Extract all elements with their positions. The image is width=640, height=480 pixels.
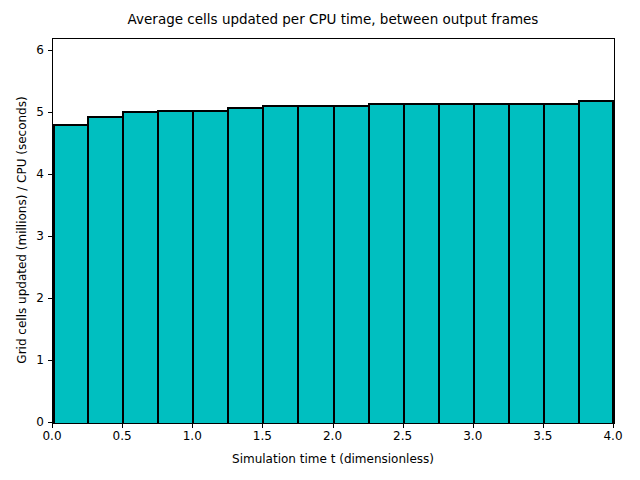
bar bbox=[123, 111, 158, 423]
x-tick-mark bbox=[333, 424, 334, 428]
bar-edge bbox=[262, 105, 264, 423]
x-tick-mark bbox=[403, 424, 404, 428]
bar-edge bbox=[612, 100, 614, 423]
y-tick-mark bbox=[48, 422, 52, 423]
x-tick-mark bbox=[262, 424, 263, 428]
bar bbox=[334, 105, 369, 423]
bar bbox=[509, 103, 544, 423]
bar bbox=[404, 103, 439, 423]
bar-edge bbox=[403, 103, 405, 423]
x-tick-label: 1.5 bbox=[244, 429, 280, 443]
y-tick-label: 0 bbox=[12, 415, 44, 429]
bar bbox=[193, 110, 228, 423]
bar-edge bbox=[192, 110, 194, 423]
x-tick-label: 3.5 bbox=[525, 429, 561, 443]
bar bbox=[579, 100, 614, 423]
x-tick-label: 1.0 bbox=[174, 429, 210, 443]
x-axis-label: Simulation time t (dimensionless) bbox=[52, 452, 614, 466]
bar bbox=[53, 124, 88, 423]
bar bbox=[88, 116, 123, 423]
plot-area bbox=[52, 38, 615, 424]
y-tick-mark bbox=[48, 236, 52, 237]
x-tick-label: 4.0 bbox=[595, 429, 631, 443]
x-tick-mark bbox=[122, 424, 123, 428]
bar-edge bbox=[578, 100, 580, 423]
x-tick-label: 2.0 bbox=[315, 429, 351, 443]
bar-edge bbox=[543, 103, 545, 423]
bar bbox=[369, 103, 404, 423]
bar-edge bbox=[473, 103, 475, 423]
bar bbox=[544, 103, 579, 423]
x-tick-label: 2.5 bbox=[385, 429, 421, 443]
x-tick-mark bbox=[613, 424, 614, 428]
x-tick-label: 0.0 bbox=[34, 429, 70, 443]
y-tick-mark bbox=[48, 50, 52, 51]
bar bbox=[298, 105, 333, 423]
y-tick-mark bbox=[48, 174, 52, 175]
chart-figure: Average cells updated per CPU time, betw… bbox=[0, 0, 640, 480]
x-tick-mark bbox=[473, 424, 474, 428]
x-tick-mark bbox=[543, 424, 544, 428]
y-tick-mark bbox=[48, 112, 52, 113]
bar-edge bbox=[227, 107, 229, 423]
bar-edge bbox=[368, 103, 370, 423]
bar-edge bbox=[438, 103, 440, 423]
bar bbox=[474, 103, 509, 423]
y-axis-label-text: Grid cells updated (millions) / CPU (sec… bbox=[15, 96, 29, 363]
x-tick-mark bbox=[52, 424, 53, 428]
bar-edge bbox=[508, 103, 510, 423]
bar-edge bbox=[53, 124, 55, 423]
bar bbox=[158, 110, 193, 423]
bar-edge bbox=[297, 105, 299, 423]
bar-edge bbox=[333, 105, 335, 423]
x-tick-mark bbox=[192, 424, 193, 428]
bar-edge bbox=[122, 111, 124, 423]
y-tick-mark bbox=[48, 360, 52, 361]
y-tick-mark bbox=[48, 298, 52, 299]
bar-edge bbox=[87, 116, 89, 423]
bar bbox=[263, 105, 298, 423]
bar bbox=[228, 107, 263, 423]
bar bbox=[439, 103, 474, 423]
bar-edge bbox=[157, 110, 159, 423]
chart-title: Average cells updated per CPU time, betw… bbox=[52, 11, 614, 27]
x-tick-label: 0.5 bbox=[104, 429, 140, 443]
x-tick-label: 3.0 bbox=[455, 429, 491, 443]
y-tick-label: 6 bbox=[12, 43, 44, 57]
